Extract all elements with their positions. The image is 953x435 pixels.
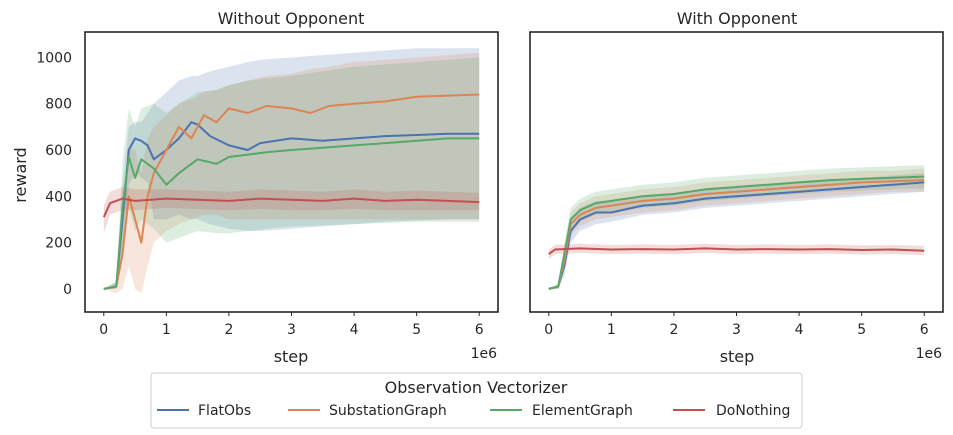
band-substationgraph-p1 bbox=[548, 168, 925, 289]
x-tick-label-2-p0: 2 bbox=[224, 322, 233, 338]
legend-label-donothing: DoNothing bbox=[716, 403, 790, 419]
x-tick-label-1-p0: 1 bbox=[162, 322, 171, 338]
panel-without-opponent: Without Opponent 0 1 2 3 4 5 6 0 200 400 600 800 10… bbox=[11, 9, 499, 366]
x-offset-label-left: 1e6 bbox=[471, 346, 498, 362]
x-axis-label-right: step bbox=[720, 347, 755, 366]
panel-title-right: With Opponent bbox=[677, 9, 798, 28]
x-offset-label-right: 1e6 bbox=[916, 346, 943, 362]
legend-label-substationgraph: SubstationGraph bbox=[329, 403, 447, 419]
x-tick-label-4-p0: 4 bbox=[350, 322, 359, 338]
plot-area-left bbox=[102, 48, 480, 294]
band-flatobs-p1 bbox=[548, 173, 925, 289]
plot-area-right bbox=[548, 165, 925, 290]
panel-title-left: Without Opponent bbox=[218, 9, 365, 28]
panel-with-opponent: With Opponent 0 1 2 3 4 5 6 step 1e6 bbox=[529, 9, 944, 366]
series-line-flatobs-p0 bbox=[103, 121, 480, 290]
band-flatobs-p0 bbox=[103, 48, 480, 289]
legend-entry-donothing: DoNothing bbox=[673, 403, 790, 419]
x-tick-label-6-p1: 6 bbox=[920, 322, 929, 338]
legend-label-flatobs: FlatObs bbox=[198, 403, 251, 419]
y-tick-label-200: 200 bbox=[45, 236, 72, 252]
x-tick-label-5-p1: 5 bbox=[857, 322, 866, 338]
band-substationgraph-p0 bbox=[103, 52, 480, 294]
x-tick-label-6-p0: 6 bbox=[475, 322, 484, 338]
band-donothing-p0 bbox=[103, 187, 480, 234]
legend-entry-flatobs: FlatObs bbox=[157, 403, 251, 419]
series-line-elementgraph-p1 bbox=[548, 175, 925, 290]
legend: Observation Vectorizer FlatObs Substatio… bbox=[150, 372, 803, 429]
legend-label-elementgraph: ElementGraph bbox=[532, 403, 633, 419]
series-line-elementgraph-p0 bbox=[103, 137, 480, 290]
series-line-substationgraph-p0 bbox=[103, 93, 480, 290]
x-ticks-right: 0 1 2 3 4 5 6 bbox=[544, 312, 929, 338]
y-tick-label-1000: 1000 bbox=[36, 50, 72, 66]
series-line-donothing-p1 bbox=[548, 247, 925, 255]
legend-entry-substationgraph: SubstationGraph bbox=[288, 403, 447, 419]
series-line-flatobs-p1 bbox=[548, 181, 925, 290]
band-elementgraph-p0 bbox=[103, 57, 480, 289]
x-axis-label-left: step bbox=[274, 347, 309, 366]
x-tick-label-2-p1: 2 bbox=[669, 322, 678, 338]
y-tick-label-0: 0 bbox=[63, 282, 72, 298]
legend-title: Observation Vectorizer bbox=[385, 378, 568, 397]
x-tick-label-4-p1: 4 bbox=[795, 322, 804, 338]
series-line-donothing-p0 bbox=[102, 197, 480, 218]
y-tick-label-400: 400 bbox=[45, 189, 72, 205]
y-tick-label-800: 800 bbox=[45, 97, 72, 113]
x-tick-label-5-p0: 5 bbox=[412, 322, 421, 338]
y-ticks-left: 0 200 400 600 800 1000 bbox=[36, 50, 72, 297]
x-tick-label-3-p0: 3 bbox=[287, 322, 296, 338]
y-axis-label: reward bbox=[11, 147, 30, 202]
x-tick-label-0-p1: 0 bbox=[544, 322, 553, 338]
band-donothing-p1 bbox=[548, 243, 925, 259]
y-tick-label-600: 600 bbox=[45, 143, 72, 159]
x-tick-label-1-p1: 1 bbox=[607, 322, 616, 338]
legend-entry-elementgraph: ElementGraph bbox=[490, 403, 633, 419]
legend-box bbox=[150, 372, 803, 429]
x-tick-label-0-p0: 0 bbox=[99, 322, 108, 338]
band-elementgraph-p1 bbox=[548, 165, 925, 289]
x-ticks-left: 0 1 2 3 4 5 6 bbox=[99, 312, 484, 338]
x-tick-label-3-p1: 3 bbox=[732, 322, 741, 338]
